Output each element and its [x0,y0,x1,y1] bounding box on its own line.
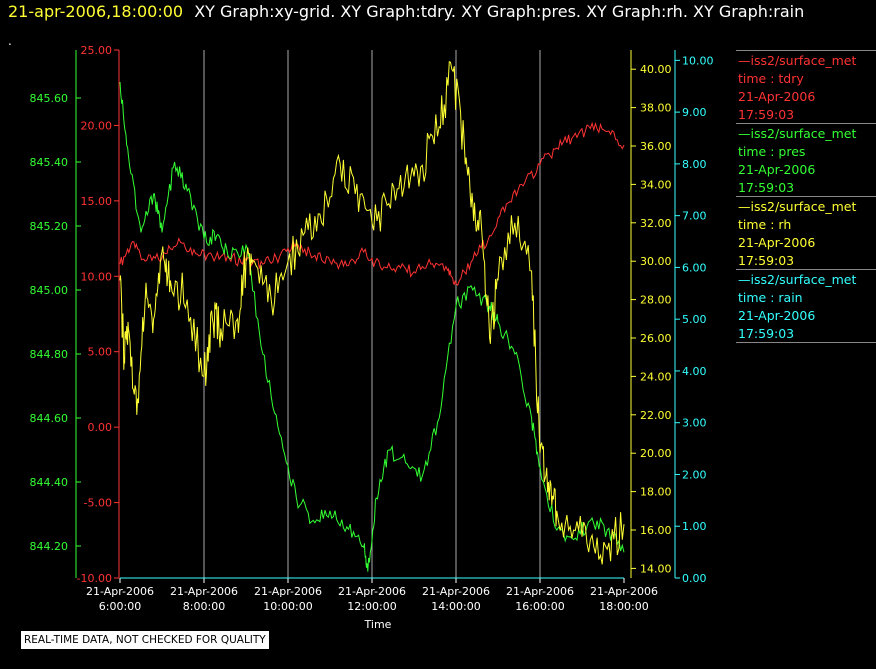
pres-tick-label: 845.60 [30,92,69,105]
legend-date: 21-Apr-2006 [738,235,816,250]
x-tick-date: 21-Apr-2006 [590,585,658,598]
x-tick-date: 21-Apr-2006 [422,585,490,598]
quality-disclaimer: REAL-TIME DATA, NOT CHECKED FOR QUALITY [21,631,269,649]
pres-tick-label: 844.80 [30,348,69,361]
rh-tick-label: 16.00 [640,524,672,537]
rain-tick-label: 6.00 [682,261,707,274]
tdry-series-line [119,121,625,286]
rain-tick-label: 3.00 [682,417,707,430]
x-tick-time: 18:00:00 [599,600,648,613]
x-tick-date: 21-Apr-2006 [254,585,322,598]
rh-tick-label: 14.00 [640,562,672,575]
x-tick-time: 8:00:00 [183,600,225,613]
rh-tick-label: 28.00 [640,294,672,307]
legend-var: time : pres [738,144,806,159]
x-tick-time: 6:00:00 [99,600,141,613]
x-tick-date: 21-Apr-2006 [506,585,574,598]
x-tick-time: 14:00:00 [431,600,480,613]
rain-tick-label: 9.00 [682,106,707,119]
x-tick-date: 21-Apr-2006 [86,585,154,598]
rain-tick-label: 10.00 [682,54,714,67]
title-date: 21-apr-2006,18:00:00 [8,2,184,21]
rh-tick-label: 20.00 [640,447,672,460]
legend-time: 17:59:03 [738,253,795,268]
tdry-tick-label: 5.00 [88,346,113,359]
legend-name: —iss2/surface_met [738,53,857,68]
rh-tick-label: 30.00 [640,255,672,268]
rh-tick-label: 22.00 [640,409,672,422]
legend-time: 17:59:03 [738,326,795,341]
rh-series-line [119,60,625,565]
rh-tick-label: 26.00 [640,332,672,345]
legend-time: 17:59:03 [738,180,795,195]
legend-date: 21-Apr-2006 [738,162,816,177]
rain-tick-label: 1.00 [682,520,707,533]
rain-tick-label: 0.00 [682,572,707,585]
x-tick-time: 10:00:00 [263,600,312,613]
pres-tick-label: 844.20 [30,540,69,553]
x-tick-date: 21-Apr-2006 [338,585,406,598]
rh-tick-label: 38.00 [640,102,672,115]
rain-tick-label: 7.00 [682,210,707,223]
tdry-tick-label: 15.00 [81,195,113,208]
legend-name: —iss2/surface_met [738,272,857,287]
x-tick-time: 16:00:00 [515,600,564,613]
pres-tick-label: 845.20 [30,220,69,233]
legend-var: time : rh [738,217,792,232]
rain-tick-label: 2.00 [682,468,707,481]
rain-tick-label: 8.00 [682,158,707,171]
rh-tick-label: 24.00 [640,370,672,383]
pres-series-line [119,81,625,572]
pres-tick-label: 844.40 [30,476,69,489]
rh-tick-label: 34.00 [640,178,672,191]
rh-tick-label: 32.00 [640,217,672,230]
pres-tick-label: 845.00 [30,284,69,297]
pres-tick-label: 845.40 [30,156,69,169]
legend-var: time : rain [738,290,803,305]
rh-tick-label: 18.00 [640,486,672,499]
rh-tick-label: 36.00 [640,140,672,153]
x-axis-label: Time [364,618,392,631]
tdry-tick-label: 10.00 [81,270,113,283]
legend-date: 21-Apr-2006 [738,89,816,104]
title-graphs: XY Graph:xy-grid. XY Graph:tdry. XY Grap… [194,2,805,21]
tdry-tick-label: 20.00 [81,119,113,132]
legend-time: 17:59:03 [738,107,795,122]
legend-name: —iss2/surface_met [738,126,857,141]
legend-name: —iss2/surface_met [738,199,857,214]
rain-tick-label: 5.00 [682,313,707,326]
tdry-tick-label: -10.00 [77,572,112,585]
tdry-tick-label: 25.00 [81,44,113,57]
legend: —iss2/surface_met time : tdry 21-Apr-2006 1… [736,50,876,343]
legend-var: time : tdry [738,71,804,86]
stray-dot: . [8,34,12,48]
x-tick-date: 21-Apr-2006 [170,585,238,598]
x-tick-time: 12:00:00 [347,600,396,613]
legend-date: 21-Apr-2006 [738,308,816,323]
rain-tick-label: 4.00 [682,365,707,378]
title-bar: 21-apr-2006,18:00:00 XY Graph:xy-grid. X… [8,2,804,21]
rh-tick-label: 40.00 [640,63,672,76]
tdry-tick-label: -5.00 [84,497,112,510]
pres-tick-label: 844.60 [30,412,69,425]
tdry-tick-label: 0.00 [88,421,113,434]
